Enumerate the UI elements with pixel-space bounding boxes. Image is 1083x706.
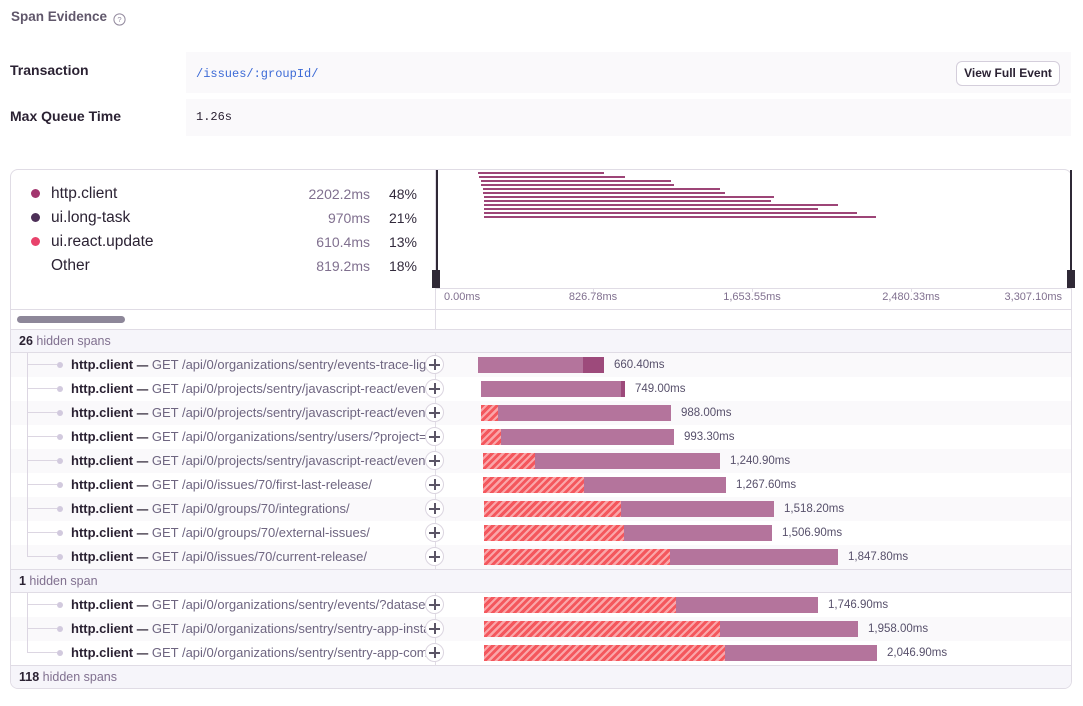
svg-text:?: ?	[117, 15, 121, 24]
